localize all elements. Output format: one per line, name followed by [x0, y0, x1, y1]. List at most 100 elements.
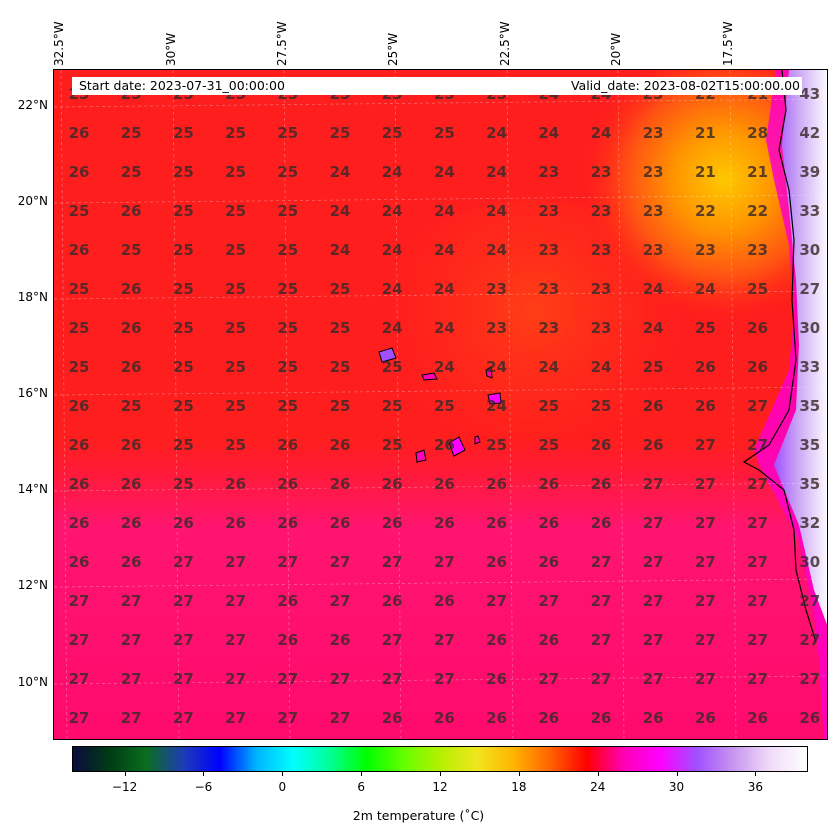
coastline [742, 70, 817, 643]
grid-value: 26 [538, 631, 559, 649]
latitude-label: 10°N [17, 675, 48, 689]
grid-value: 26 [486, 670, 507, 688]
grid-value: 26 [538, 514, 559, 532]
colorbar-tick-label: 18 [511, 780, 527, 794]
grid-value: 26 [538, 709, 559, 727]
grid-value: 24 [382, 280, 403, 298]
grid-value: 26 [382, 475, 403, 493]
grid-value: 27 [173, 553, 194, 571]
colorbar-tick-label: 24 [590, 780, 606, 794]
grid-value: 27 [121, 670, 142, 688]
grid-value: 23 [538, 319, 559, 337]
grid-value: 27 [330, 709, 351, 727]
grid-value: 35 [799, 397, 820, 415]
grid-value: 24 [330, 163, 351, 181]
grid-value: 24 [486, 397, 507, 415]
longitude-label: 27.5°W [275, 21, 289, 66]
grid-value: 26 [591, 514, 612, 532]
island-boa-vista [487, 392, 502, 405]
grid-value: 26 [643, 436, 664, 454]
grid-value: 26 [434, 475, 455, 493]
grid-value: 26 [799, 709, 820, 727]
longitude-label: 30°W [164, 32, 178, 66]
colorbar-label: 2m temperature (˚C) [352, 808, 485, 823]
date-info-bar: Start date: 2023-07-31_00:00:00 Valid_da… [72, 77, 802, 95]
grid-value: 25 [69, 358, 90, 376]
grid-value: 25 [382, 397, 403, 415]
grid-value: 27 [799, 280, 820, 298]
grid-value: 27 [121, 592, 142, 610]
island-santiago [448, 436, 466, 457]
grid-value: 27 [330, 670, 351, 688]
grid-value: 23 [643, 163, 664, 181]
grid-value: 26 [591, 436, 612, 454]
grid-value: 25 [69, 280, 90, 298]
grid-value: 25 [225, 202, 246, 220]
grid-value: 24 [330, 202, 351, 220]
grid-value: 25 [173, 319, 194, 337]
grid-value: 25 [382, 436, 403, 454]
grid-value: 25 [277, 358, 298, 376]
grid-value: 23 [643, 241, 664, 259]
grid-value: 24 [382, 163, 403, 181]
grid-value: 24 [434, 358, 455, 376]
grid-value: 26 [591, 709, 612, 727]
grid-value: 27 [591, 553, 612, 571]
grid-value: 27 [225, 709, 246, 727]
grid-value: 27 [277, 709, 298, 727]
grid-value: 26 [382, 514, 403, 532]
grid-value: 26 [486, 475, 507, 493]
grid-value: 25 [277, 397, 298, 415]
valid-date-label: Valid_date: 2023-08-02T15:00:00.00 [570, 78, 800, 93]
colorbar-tick-mark [361, 772, 363, 776]
colorbar-tick-label: −12 [111, 780, 138, 794]
grid-value: 26 [695, 358, 716, 376]
grid-value: 26 [486, 709, 507, 727]
latitude-label: 18°N [17, 290, 48, 304]
grid-value: 26 [434, 592, 455, 610]
grid-value: 23 [538, 280, 559, 298]
grid-value: 26 [69, 553, 90, 571]
grid-value: 30 [799, 241, 820, 259]
grid-value: 33 [799, 202, 820, 220]
grid-value: 27 [330, 553, 351, 571]
longitude-label: 17.5°W [721, 21, 735, 66]
start-date-label: Start date: 2023-07-31_00:00:00 [79, 78, 285, 93]
latitude-label: 16°N [17, 386, 48, 400]
grid-value: 27 [225, 553, 246, 571]
grid-value: 27 [434, 631, 455, 649]
grid-value: 27 [173, 709, 194, 727]
colorbar-tick-mark [597, 772, 599, 776]
island-fogo [415, 449, 427, 463]
grid-value: 24 [486, 358, 507, 376]
grid-value: 27 [799, 670, 820, 688]
grid-value: 23 [591, 202, 612, 220]
grid-value: 26 [747, 358, 768, 376]
grid-value: 25 [225, 319, 246, 337]
grid-value: 25 [173, 436, 194, 454]
grid-value: 23 [695, 241, 716, 259]
grid-value: 21 [695, 163, 716, 181]
grid-value: 24 [486, 163, 507, 181]
grid-value: 27 [69, 709, 90, 727]
grid-value: 25 [225, 280, 246, 298]
grid-value: 27 [69, 670, 90, 688]
grid-value: 27 [643, 631, 664, 649]
grid-value: 25 [225, 358, 246, 376]
grid-value: 23 [486, 319, 507, 337]
colorbar-tick-mark [676, 772, 678, 776]
grid-value: 26 [121, 514, 142, 532]
grid-value: 26 [486, 553, 507, 571]
grid-value: 23 [538, 241, 559, 259]
grid-value: 25 [225, 436, 246, 454]
grid-value: 26 [121, 475, 142, 493]
grid-value: 26 [277, 592, 298, 610]
grid-value: 24 [434, 241, 455, 259]
grid-value: 27 [538, 592, 559, 610]
colorbar-tick-mark [755, 772, 757, 776]
grid-value: 27 [173, 592, 194, 610]
grid-value: 26 [69, 241, 90, 259]
grid-value: 26 [277, 436, 298, 454]
longitude-label: 22.5°W [498, 21, 512, 66]
grid-value: 25 [747, 280, 768, 298]
